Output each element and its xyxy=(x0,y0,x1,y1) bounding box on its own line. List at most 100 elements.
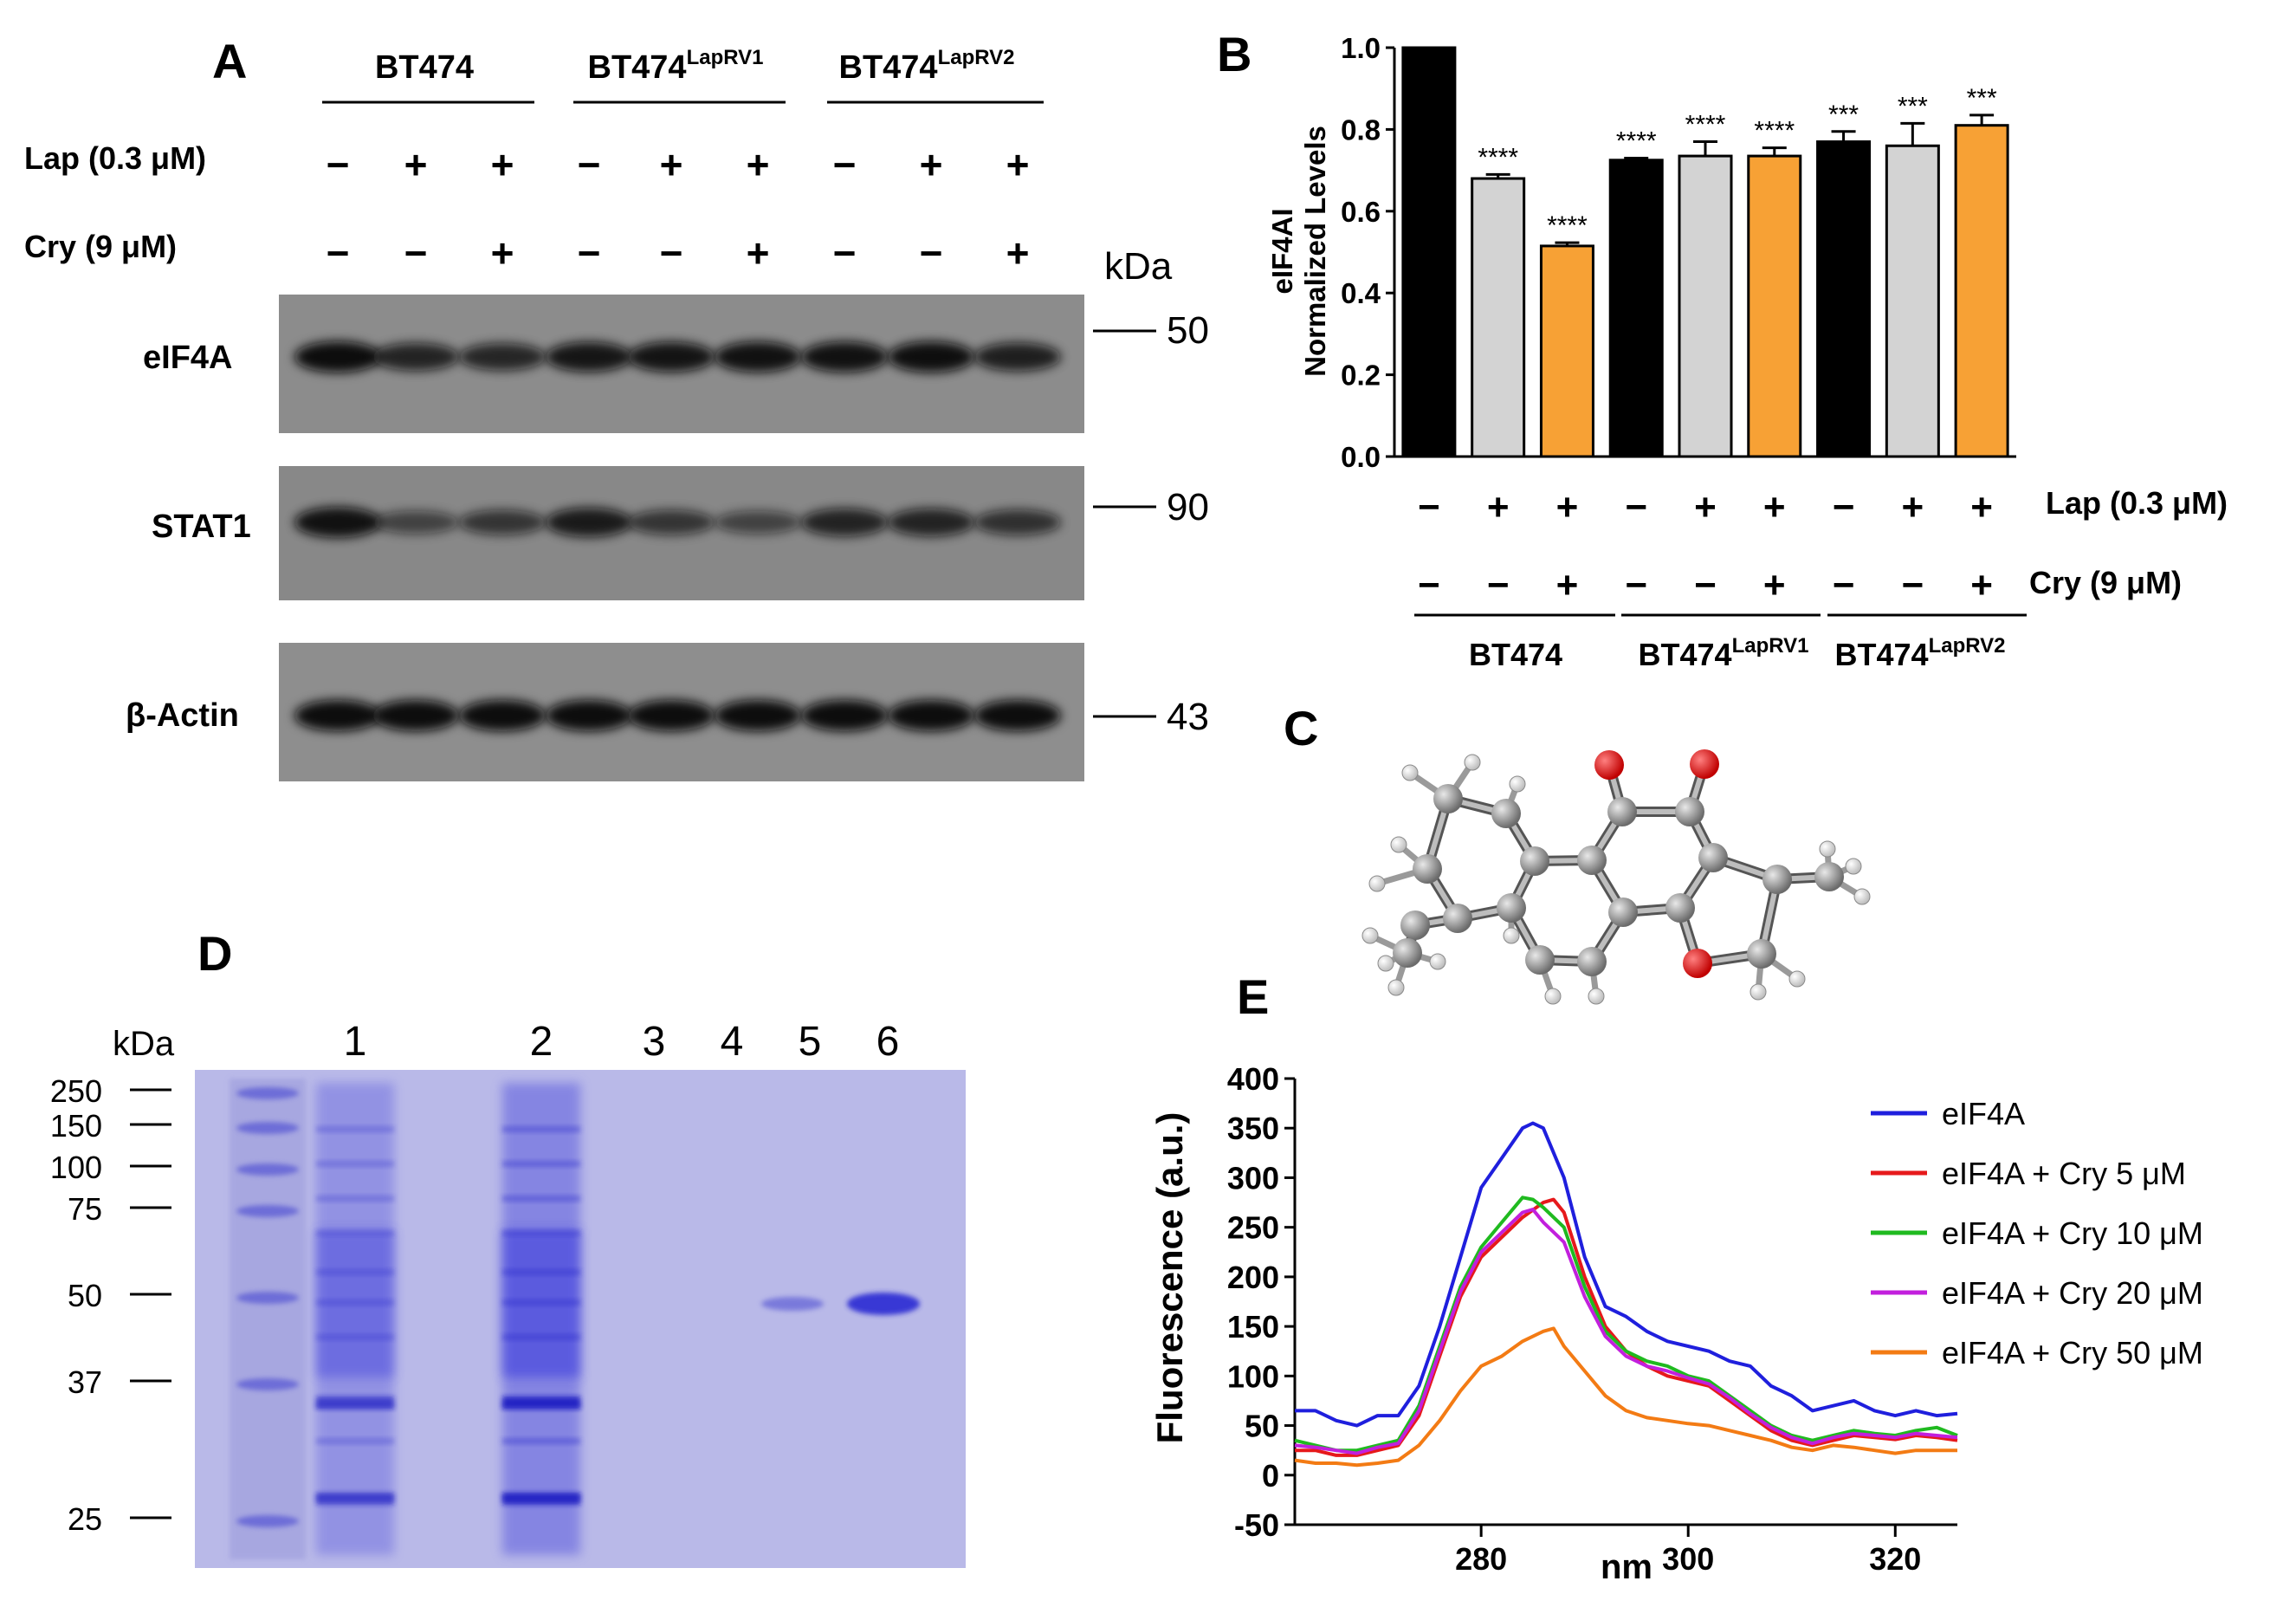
line-y-tick-label: 0 xyxy=(1262,1458,1279,1494)
bar-lap-sign: + xyxy=(1556,486,1579,528)
bar-cry-sign: + xyxy=(1763,564,1786,606)
line-series-path xyxy=(1294,1326,1957,1468)
western-cry-label: Cry (9 μM) xyxy=(24,229,177,264)
blot-band xyxy=(459,343,546,371)
gel-lysate-band xyxy=(502,1269,580,1275)
western-lap-sign: − xyxy=(578,142,601,187)
western-lap-sign: + xyxy=(747,142,770,187)
bar-y-tick-label: 0.4 xyxy=(1341,277,1381,309)
blot-label-stat1: STAT1 xyxy=(152,509,251,545)
hydrogen-atom xyxy=(1509,775,1526,793)
blot-band xyxy=(294,700,381,731)
line-y-tick-label: 400 xyxy=(1227,1061,1279,1097)
bar-rect xyxy=(1678,154,1733,458)
line-y-tick-label: 200 xyxy=(1227,1260,1279,1295)
bar-rect xyxy=(1401,46,1457,458)
bar-y-tick-label: 0.2 xyxy=(1341,360,1381,392)
western-cry-sign: + xyxy=(491,230,514,275)
western-lap-sign: + xyxy=(1006,142,1030,187)
hydrogen-atom xyxy=(1387,979,1405,996)
panel-label-d: D xyxy=(197,926,232,981)
line-y-tick-label: 300 xyxy=(1227,1160,1279,1196)
gel-marker-label: 250 xyxy=(50,1073,102,1109)
carbon-atom xyxy=(1762,865,1792,894)
hydrogen-atom xyxy=(1544,988,1562,1005)
hydrogen-atom xyxy=(1361,927,1379,944)
gel-lysate-band xyxy=(502,1438,580,1444)
gel-lysate-band xyxy=(502,1230,580,1236)
bar-significance: **** xyxy=(1754,117,1795,146)
blot-band xyxy=(628,341,715,373)
blot-band xyxy=(715,700,801,731)
bar-rect xyxy=(1816,140,1872,458)
western-lap-label: Lap (0.3 μM) xyxy=(24,140,206,176)
blot-band xyxy=(546,508,632,537)
western-cry-sign: + xyxy=(1006,230,1030,275)
gel-ladder-band xyxy=(236,1122,299,1134)
bar-rect xyxy=(1608,159,1664,458)
blot-band xyxy=(974,700,1061,731)
blot-label-eif4a: eIF4A xyxy=(143,340,232,376)
bar-lap-sign: + xyxy=(1763,486,1786,528)
gel-lane-number: 3 xyxy=(643,1019,666,1065)
blot-label-actin: β-Actin xyxy=(126,697,239,734)
carbon-atom xyxy=(1413,854,1442,884)
gel-ladder-band xyxy=(236,1087,299,1099)
hydrogen-atom xyxy=(1853,888,1871,905)
western-group-header-2: BT474LapRV1 xyxy=(588,46,764,86)
gel-lysate-band xyxy=(316,1269,394,1275)
line-series-path xyxy=(1294,1208,1958,1455)
bar-y-tick-label: 0.6 xyxy=(1341,196,1381,228)
bar-cry-sign: + xyxy=(1970,564,1993,606)
blot-band xyxy=(546,341,632,373)
blot-band xyxy=(888,700,974,731)
bar-cry-sign: − xyxy=(1694,564,1717,606)
gel-lysate-band xyxy=(316,1299,394,1306)
blot-band xyxy=(888,341,974,373)
bar-ylabel-line1: eIF4AI xyxy=(1266,208,1298,294)
western-lap-sign: + xyxy=(491,142,514,187)
carbon-atom xyxy=(1443,904,1472,933)
hydrogen-atom xyxy=(1390,836,1407,853)
gel-marker-label: 50 xyxy=(68,1278,102,1313)
blot-band xyxy=(974,509,1061,535)
bar-group-label-3: BT474LapRV2 xyxy=(1835,634,2006,672)
oxygen-atom xyxy=(1594,750,1624,780)
gel-kda-header: kDa xyxy=(113,1025,175,1063)
bar-rect xyxy=(1539,244,1594,458)
gel-lane-number: 2 xyxy=(530,1019,553,1065)
gel-ladder-band xyxy=(236,1378,299,1390)
gel-band-lane-6 xyxy=(847,1293,920,1315)
gel-ladder-band xyxy=(236,1515,299,1527)
bar-cry-sign: − xyxy=(1418,564,1440,606)
line-series-path xyxy=(1294,1196,1958,1453)
line-legend: eIF4A eIF4A + Cry 5 μM eIF4A + Cry 10 μM eI… xyxy=(1871,1096,2203,1371)
carbon-atom xyxy=(1698,843,1728,872)
gel-lane-number: 1 xyxy=(344,1019,367,1065)
western-group-header-3: BT474LapRV2 xyxy=(839,46,1015,86)
hydrogen-atom xyxy=(1588,988,1605,1005)
line-x-tick-label: 280 xyxy=(1455,1541,1507,1577)
gel-marker-label: 150 xyxy=(50,1108,102,1144)
bar-lap-sign: + xyxy=(1487,486,1510,528)
bar-cry-sign: − xyxy=(1625,564,1647,606)
carbon-atom xyxy=(1608,897,1638,927)
panel-label-a: A xyxy=(212,34,247,88)
western-cry-sign: − xyxy=(578,230,601,275)
western-cry-sign: − xyxy=(833,230,857,275)
western-lap-sign: + xyxy=(920,142,943,187)
bar-bars: **************** ******* *** *** xyxy=(1401,46,2009,458)
bar-cry-sign: − xyxy=(1487,564,1510,606)
bar-y-tick-label: 1.0 xyxy=(1341,32,1381,64)
bar-rect xyxy=(1747,154,1802,458)
gel-ladder-band xyxy=(236,1292,299,1304)
carbon-atom xyxy=(1607,797,1637,826)
western-cry-sign: − xyxy=(327,230,350,275)
carbon-atom xyxy=(1577,947,1607,976)
line-y-tick-label: 50 xyxy=(1245,1409,1279,1444)
bar-lap-sign: − xyxy=(1833,486,1855,528)
hydrogen-atom xyxy=(1819,840,1836,858)
